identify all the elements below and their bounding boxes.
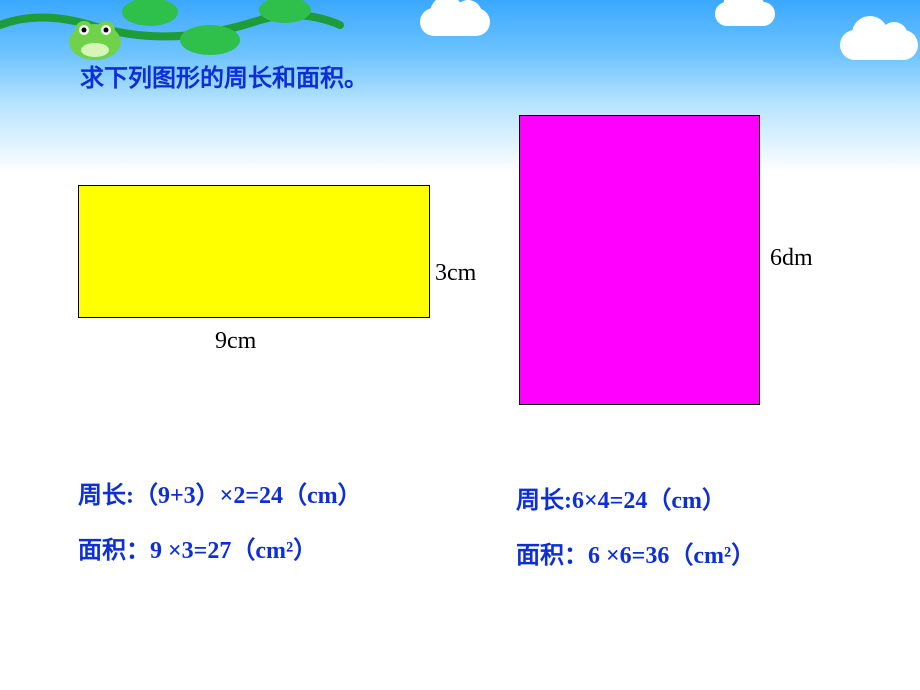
square-side-label: 6dm (770, 245, 813, 272)
square-area-answer: 面积：6 ×6=36（cm²） (516, 535, 755, 570)
cloud (420, 8, 490, 36)
rect-perimeter-answer: 周长:（9+3）×2=24（cm） (78, 475, 362, 510)
cloud (840, 30, 918, 60)
rectangle-width-label: 9cm (215, 328, 256, 355)
cloud (715, 2, 775, 26)
rectangle-shape (78, 185, 430, 318)
rectangle-height-label: 3cm (435, 260, 476, 287)
page-title: 求下列图形的周长和面积。 (80, 58, 368, 93)
rect-area-answer: 面积：9 ×3=27（cm²） (78, 530, 317, 565)
square-shape (519, 115, 760, 405)
square-perimeter-answer: 周长:6×4=24（cm） (516, 480, 726, 515)
